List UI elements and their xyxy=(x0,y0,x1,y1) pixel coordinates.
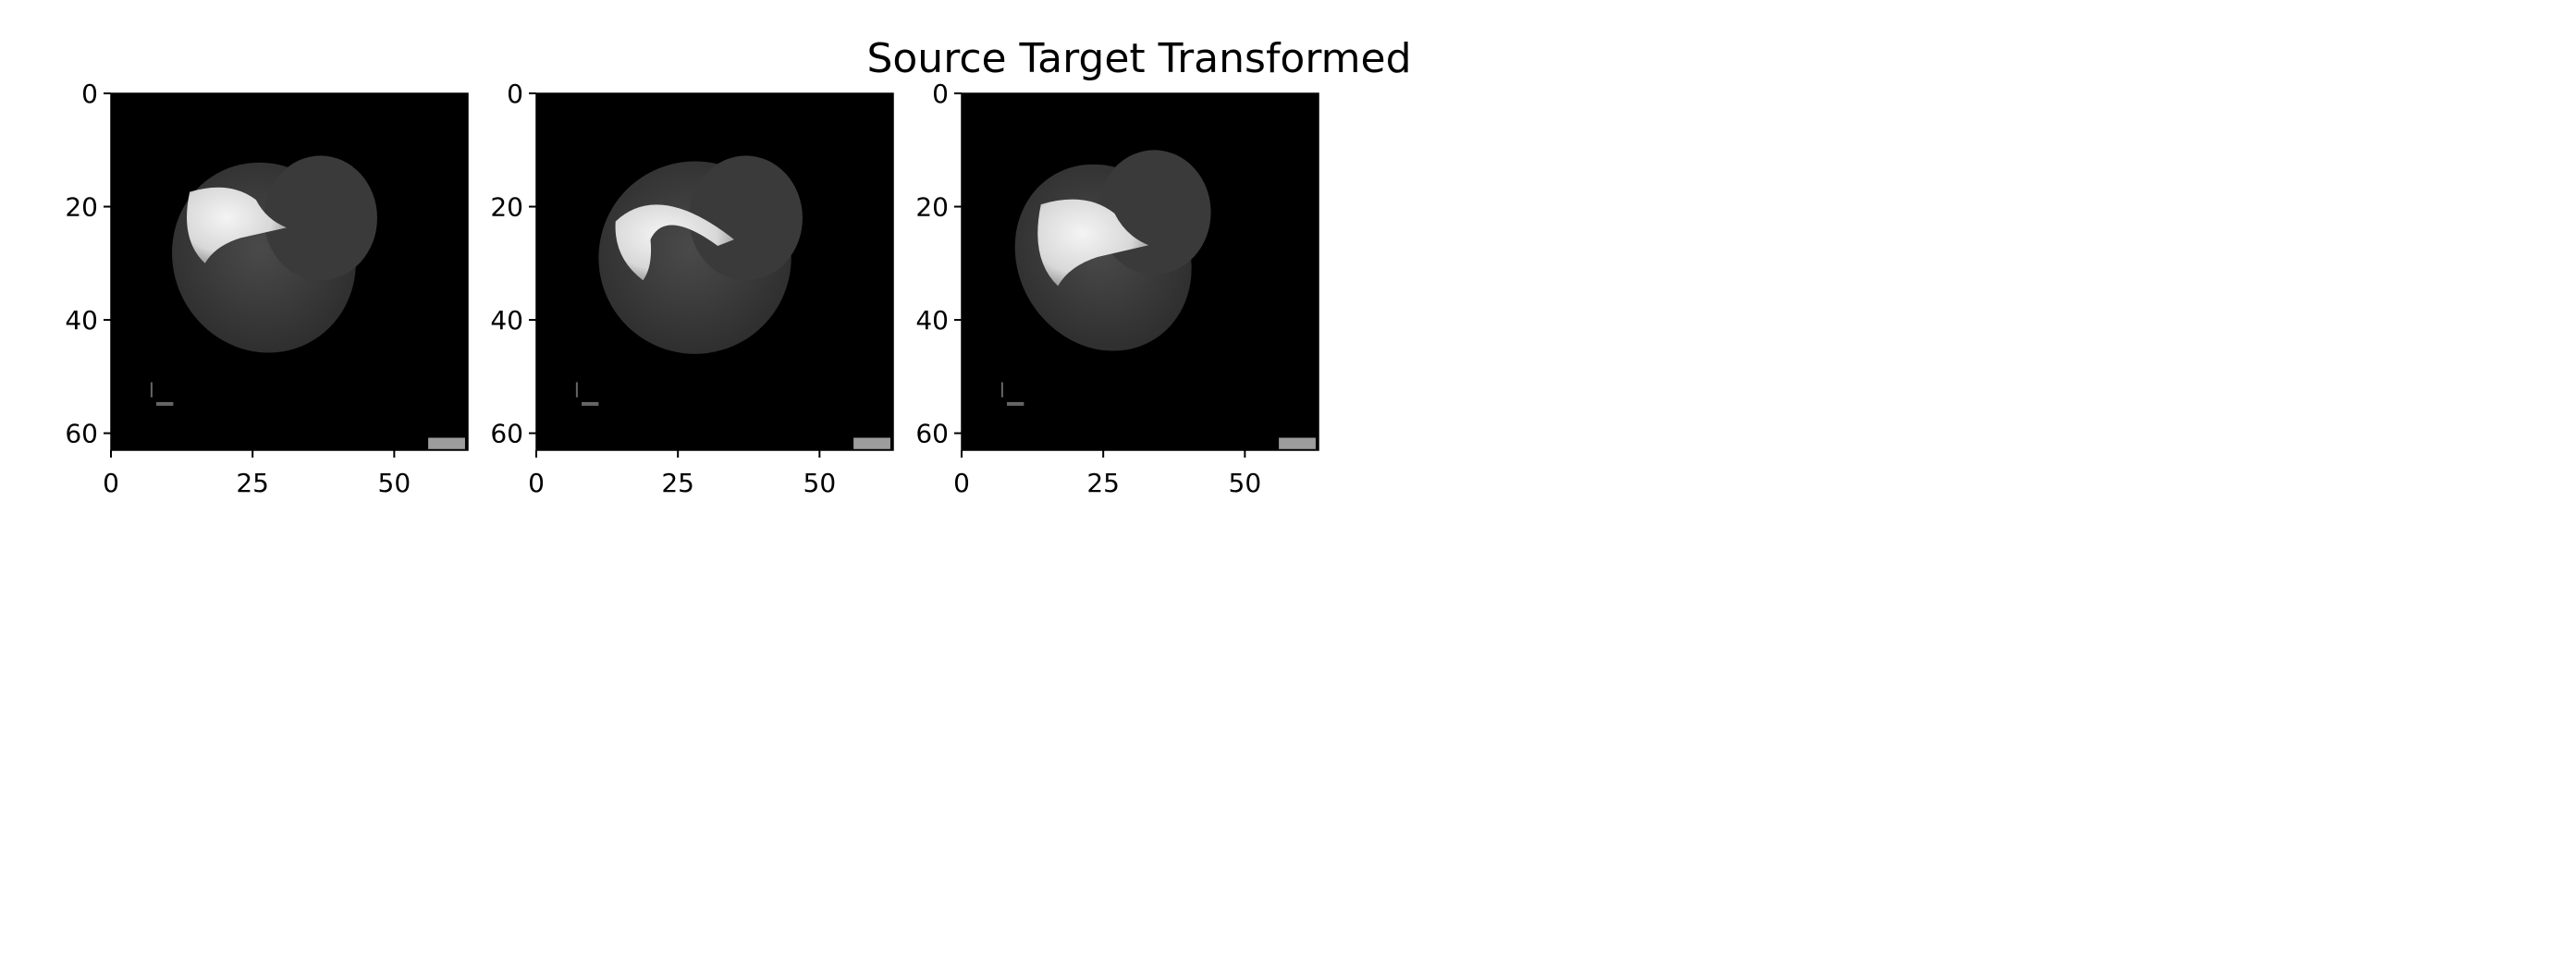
y-tick-label: 0 xyxy=(81,79,98,109)
panel-content xyxy=(575,155,890,449)
y-tick-label: 40 xyxy=(915,305,949,336)
artifact-left-base xyxy=(582,401,599,406)
y-tick-label: 0 xyxy=(932,79,949,109)
x-tick-label: 0 xyxy=(528,468,545,498)
heart-lobe xyxy=(1098,150,1211,275)
artifact-left-base xyxy=(1007,401,1024,406)
panel-2: 0 25 50 0 20 40 60 xyxy=(490,79,894,498)
x-tick-label: 25 xyxy=(236,468,269,498)
bright-region xyxy=(1037,199,1149,287)
panel-frame xyxy=(961,92,1319,451)
panel-content xyxy=(1000,150,1316,449)
bright-region xyxy=(187,187,287,263)
artifact-left xyxy=(575,382,578,398)
artifact-left xyxy=(150,382,153,398)
x-tick-label: 50 xyxy=(378,468,411,498)
bright-region xyxy=(615,204,734,281)
y-tick-label: 40 xyxy=(65,305,98,336)
y-tick-label: 20 xyxy=(490,192,523,223)
heart-lobe xyxy=(689,155,803,281)
y-tick-label: 60 xyxy=(490,419,523,449)
y-tick-label: 60 xyxy=(915,419,949,449)
panel-3: 0 25 50 0 20 40 60 xyxy=(915,79,1319,498)
x-tick-label: 25 xyxy=(661,468,694,498)
x-tick-label: 25 xyxy=(1086,468,1120,498)
panel-1: 0 25 50 0 20 40 60 xyxy=(65,79,469,498)
figure-title: Source Target Transformed xyxy=(866,35,1411,82)
artifact-left xyxy=(1000,382,1003,398)
y-tick-label: 40 xyxy=(490,305,523,336)
y-tick-label: 60 xyxy=(65,419,98,449)
x-tick-label: 0 xyxy=(103,468,119,498)
panel-content xyxy=(150,155,465,449)
x-tick-label: 50 xyxy=(1229,468,1262,498)
x-tick-label: 0 xyxy=(953,468,970,498)
panel-frame xyxy=(110,92,469,451)
artifact-right xyxy=(1279,437,1316,449)
artifact-right xyxy=(428,437,465,449)
artifact-left-base xyxy=(156,401,174,406)
y-tick-label: 20 xyxy=(915,192,949,223)
artifact-right xyxy=(853,437,890,449)
panel-frame xyxy=(535,92,894,451)
y-tick-label: 20 xyxy=(65,192,98,223)
y-tick-label: 0 xyxy=(507,79,523,109)
x-tick-label: 50 xyxy=(803,468,837,498)
heart-lobe xyxy=(264,155,377,281)
